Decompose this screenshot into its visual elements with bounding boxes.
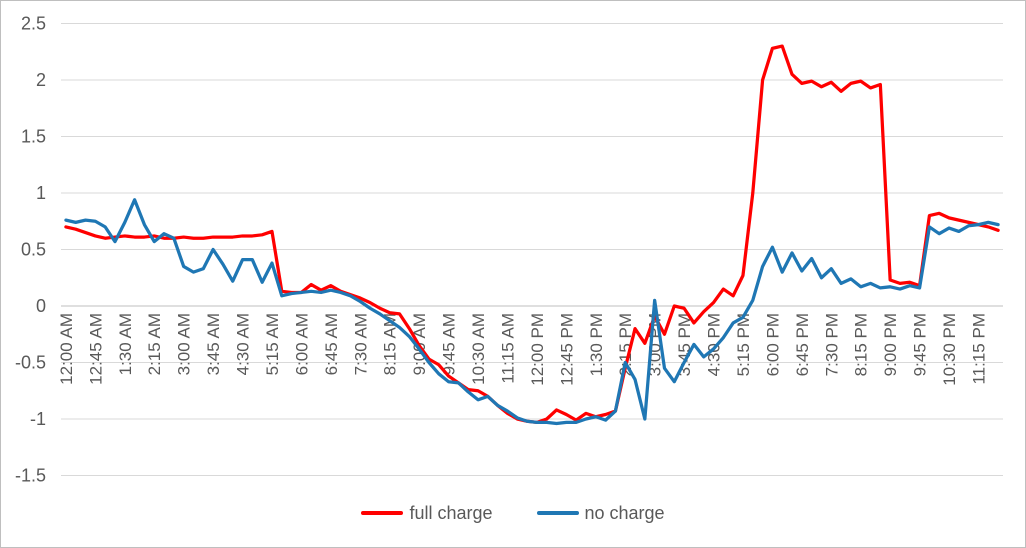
y-axis-tick-label: 2.5 [21,14,46,34]
x-axis-tick-label: 5:15 PM [734,313,753,376]
x-axis-tick-label: 9:45 AM [440,313,459,375]
x-axis-tick-label: 12:45 PM [557,313,576,386]
x-axis-tick-label: 1:30 PM [587,313,606,376]
x-axis-tick-label: 8:15 PM [852,313,871,376]
x-axis-tick-label: 3:45 AM [204,313,223,375]
x-axis-tick-label: 2:15 AM [145,313,164,375]
legend-item-no-charge[interactable]: no charge [536,503,665,523]
x-axis-tick-label: 3:00 AM [175,313,194,375]
y-axis-tick-label: -1.5 [15,466,46,486]
x-axis-tick-label: 10:30 PM [940,313,959,386]
x-axis-tick-label: 1:30 AM [116,313,135,375]
legend-item-full-charge[interactable]: full charge [361,503,493,523]
full-charge-line-swatch [361,511,404,515]
y-axis-tick-label: -1 [30,409,46,429]
x-axis-tick-label: 4:30 PM [705,313,724,376]
x-axis-tick-label: 6:00 PM [763,313,782,376]
y-axis-tick-label: 1 [36,183,46,203]
y-axis-tick-label: -0.5 [15,353,46,373]
x-axis-tick-label: 7:30 AM [351,313,370,375]
x-axis-tick-label: 9:00 PM [881,313,900,376]
x-axis-tick-label: 6:45 AM [322,313,341,375]
series-line-no-charge[interactable] [64,198,1000,426]
x-axis-tick-label: 5:15 AM [263,313,282,375]
y-axis-tick-label: 0 [36,296,46,316]
legend-label-no-charge: no charge [584,503,665,523]
x-axis-tick-label: 4:30 AM [234,313,253,375]
x-axis-tick-label: 12:00 AM [57,313,76,385]
x-axis-tick-label: 11:15 PM [969,313,988,385]
y-axis-tick-label: 0.5 [21,240,46,260]
chart-legend: full charge no charge [1,504,1025,522]
x-axis-tick-label: 12:45 AM [86,313,105,385]
x-axis-tick-label: 6:00 AM [292,313,311,375]
x-axis-tick-label: 8:15 AM [381,313,400,375]
x-axis-tick-label: 3:45 PM [675,313,694,376]
y-axis-tick-label: 1.5 [21,127,46,147]
x-axis-tick-label: 7:30 PM [822,313,841,376]
x-axis-tick-label: 6:45 PM [793,313,812,376]
y-axis-tick-label: 2 [36,70,46,90]
x-axis-tick-label: 10:30 AM [469,313,488,385]
legend-label-full-charge: full charge [409,503,493,523]
x-axis-tick-label: 12:00 PM [528,313,547,386]
no-charge-line-swatch [536,511,579,515]
x-axis-tick-label: 11:15 AM [498,313,517,384]
x-axis-tick-label: 9:45 PM [911,313,930,376]
x-axis-tick-label: 2:15 PM [616,313,635,376]
